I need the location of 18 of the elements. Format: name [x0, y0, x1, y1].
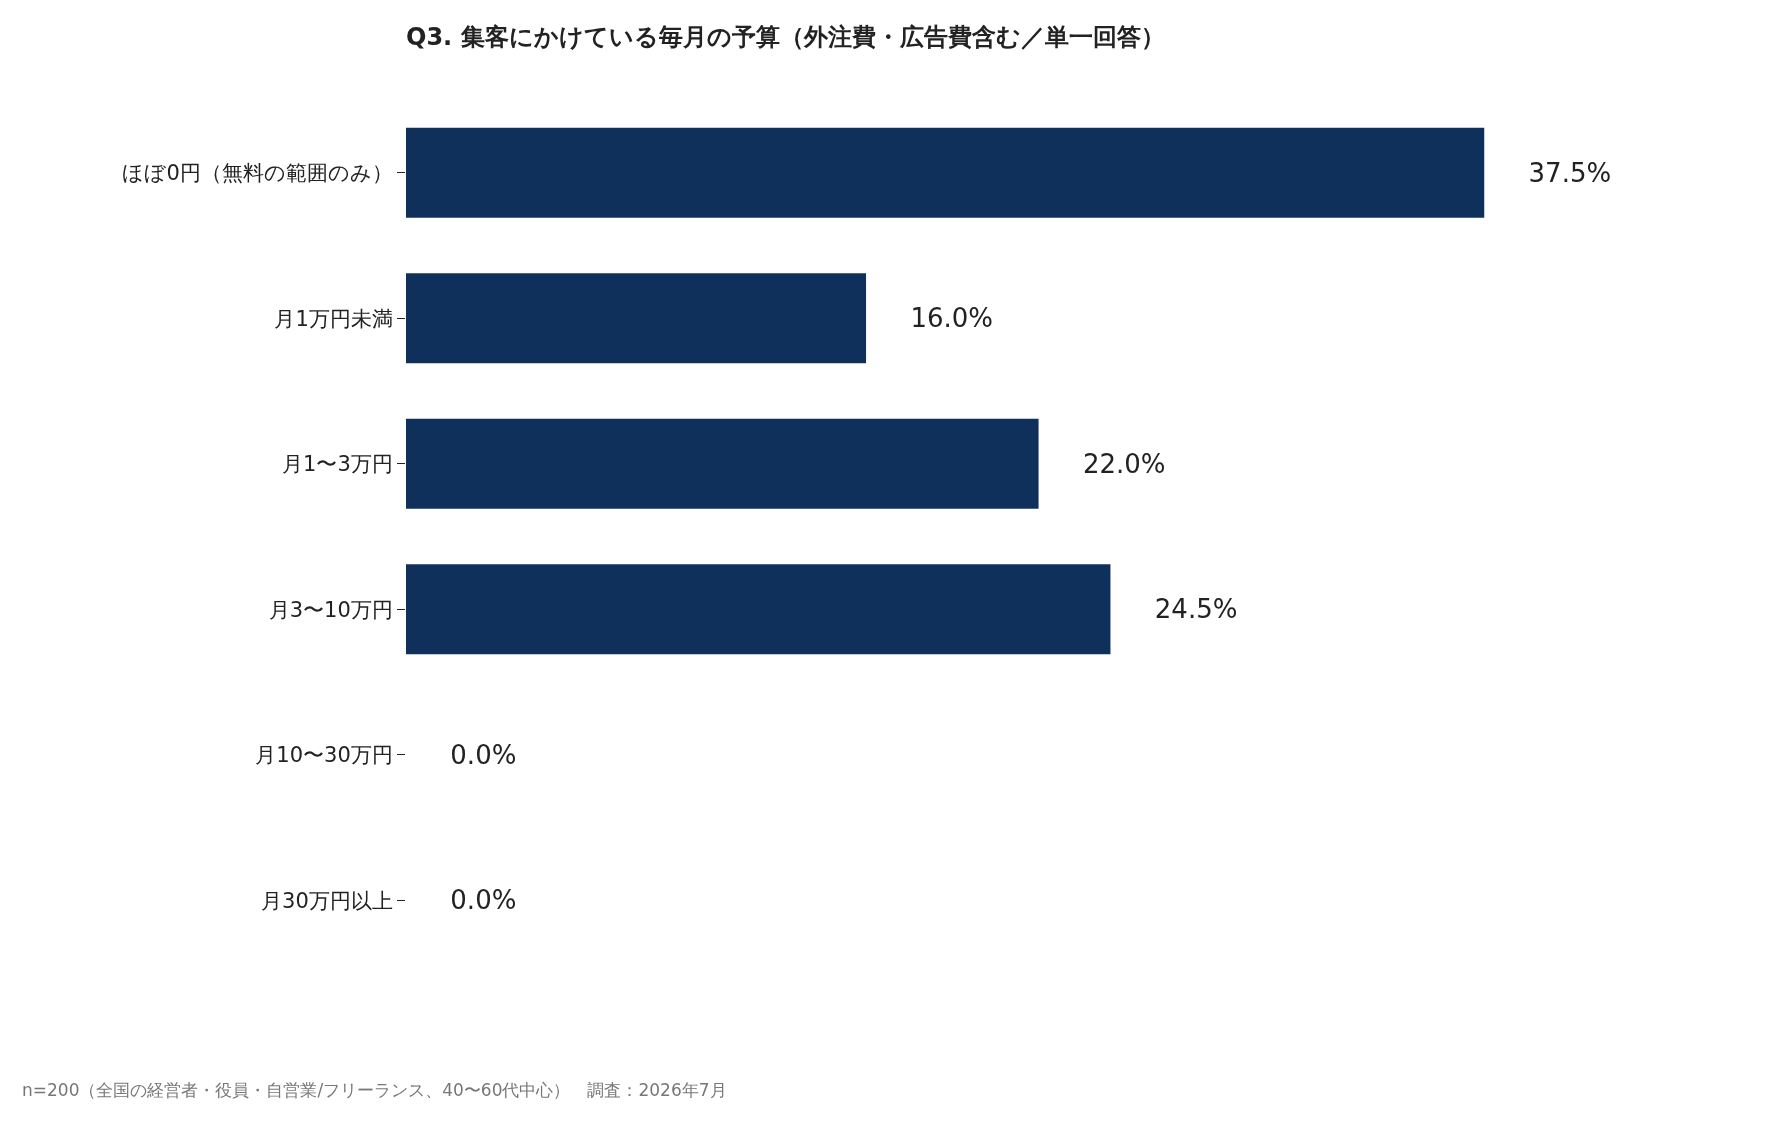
bar	[406, 564, 1111, 655]
y-tick-label: 月3〜10万円	[268, 597, 393, 622]
data-label: 37.5%	[1487, 157, 1612, 188]
bar	[406, 273, 867, 364]
text: n=200（全国の経営者・役員・自営業/フリーランス、40〜60代中心） 調査：2026年7月	[22, 1080, 727, 1100]
data-label: 0.0%	[409, 739, 517, 770]
data-label: 0.0%	[409, 885, 517, 916]
y-tick-label: ほぼ0円（無料の範囲のみ）	[122, 161, 393, 186]
y-tick-label: 月10〜30万円	[255, 743, 393, 768]
y-tick-label: 月30万円以上	[261, 888, 393, 913]
data-label: 22.0%	[1041, 448, 1166, 479]
chart-title: Q3. 集客にかけている毎月の予算（外注費・広告費含む／単一回答）	[406, 22, 1165, 51]
data-label: 24.5%	[1113, 594, 1238, 625]
bar	[406, 127, 1485, 218]
data-label: 16.0%	[869, 303, 993, 334]
bar	[406, 418, 1039, 509]
y-tick-label: 月1万円未満	[274, 306, 393, 331]
y-tick-label: 月1〜3万円	[282, 452, 393, 477]
